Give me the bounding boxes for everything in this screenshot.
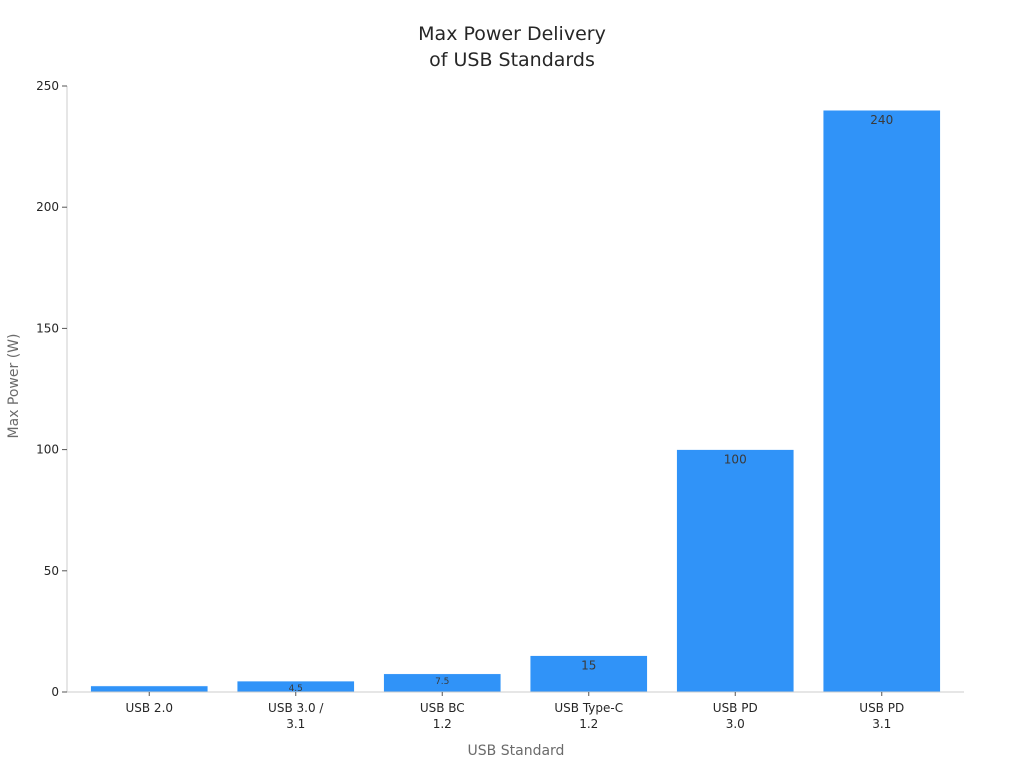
x-tick-label: 3.0	[726, 717, 745, 731]
y-tick-label: 100	[36, 443, 59, 457]
bar-data-label: 100	[724, 453, 747, 467]
x-tick-label: 3.1	[286, 717, 305, 731]
bar	[529, 655, 648, 693]
chart-title-line-2: of USB Standards	[429, 49, 595, 71]
x-axis: USB 2.0 USB 3.0 / 3.1 USB BC 1.2 USB Type-C 1.…	[67, 691, 964, 731]
y-axis: 0 50 100 150 200 250	[36, 79, 68, 699]
y-tick-label: 250	[36, 79, 59, 93]
x-tick-label: USB Type-C	[554, 701, 623, 715]
bar-data-label: 15	[581, 659, 596, 673]
bar-data-label: 4.5	[289, 684, 303, 694]
x-tick-label: USB 2.0	[125, 701, 173, 715]
y-axis-title: Max Power (W)	[6, 334, 22, 439]
x-tick-label: 1.2	[579, 717, 598, 731]
x-tick-label: USB PD	[713, 701, 758, 715]
x-tick-label: USB BC	[420, 701, 465, 715]
y-tick-label: 50	[44, 564, 59, 578]
bar	[676, 449, 795, 693]
x-tick-label: USB PD	[859, 701, 904, 715]
y-tick-label: 0	[51, 685, 59, 699]
bar-data-label: 7.5	[435, 677, 449, 687]
bar-data-label: 240	[870, 113, 893, 127]
bars: 4.5 7.5 15 100 240	[90, 109, 941, 694]
chart-title-line-1: Max Power Delivery	[418, 23, 606, 45]
y-tick-label: 150	[36, 321, 59, 335]
x-axis-title: USB Standard	[468, 743, 565, 759]
bar	[90, 685, 209, 693]
y-tick-label: 200	[36, 200, 59, 214]
bar	[822, 109, 941, 693]
x-tick-label: USB 3.0 /	[268, 701, 324, 715]
x-tick-label: 1.2	[433, 717, 452, 731]
x-tick-label: 3.1	[872, 717, 891, 731]
